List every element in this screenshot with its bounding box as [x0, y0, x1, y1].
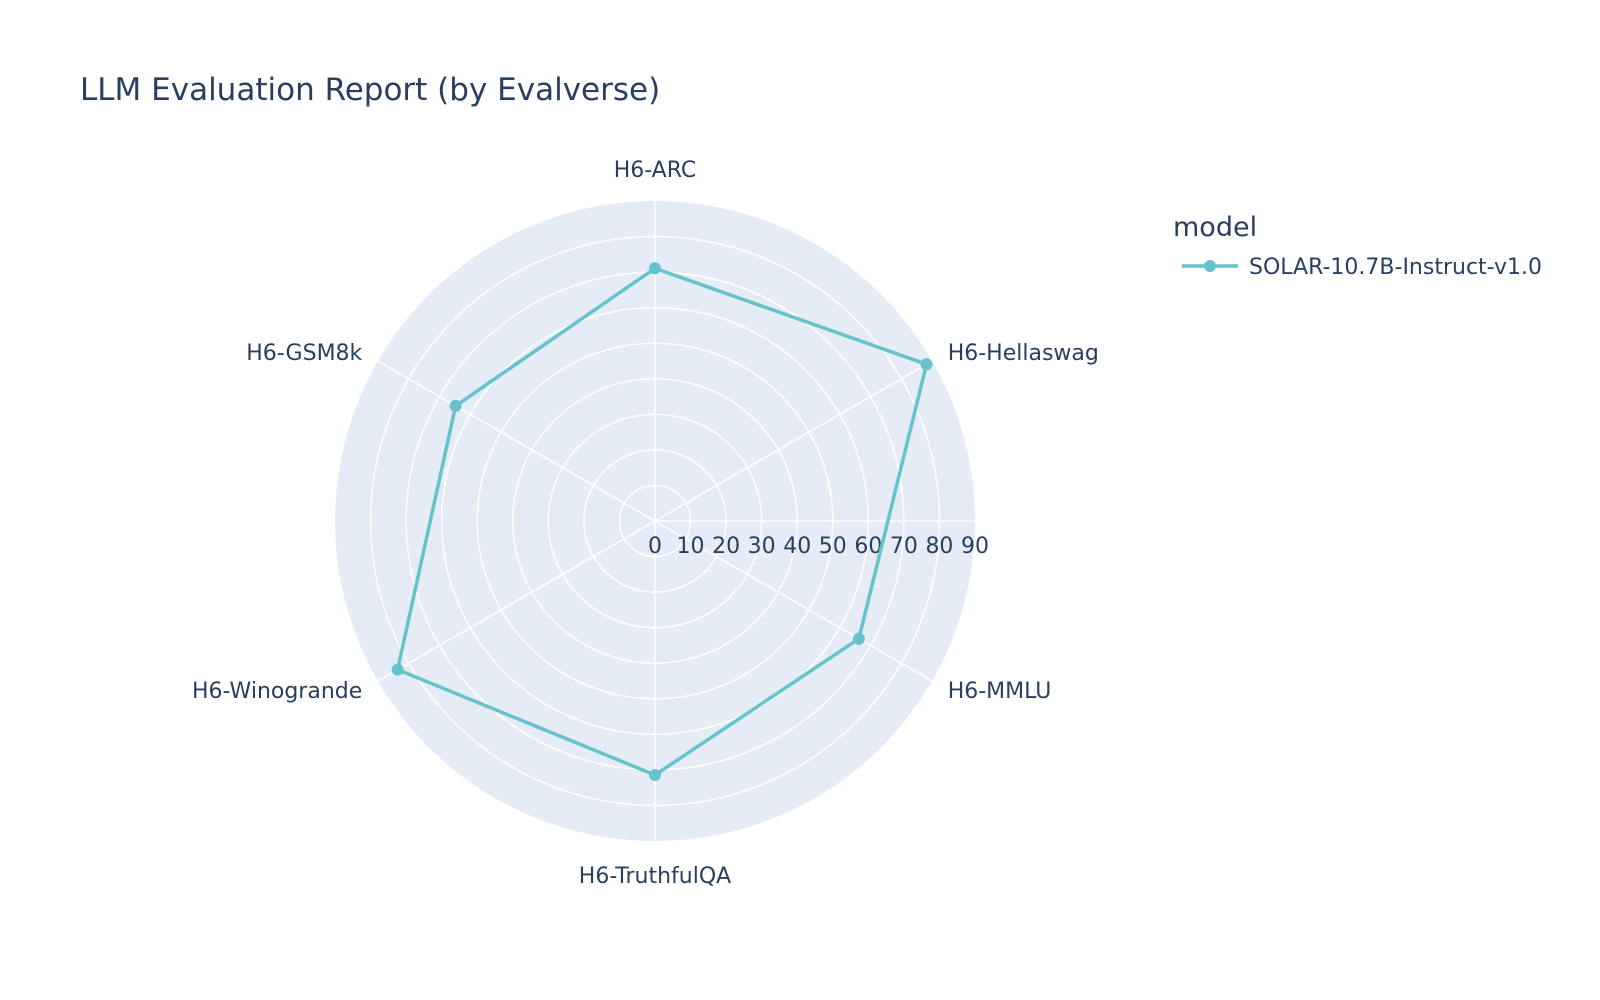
angular-axis-labels: H6-ARC H6-Hellaswag H6-MMLU H6-TruthfulQA H6…	[192, 158, 1099, 889]
radial-tick-labels: 0 10 20 30 40 50 60 70 80 90	[648, 534, 989, 559]
radial-tick-label: 40	[783, 534, 811, 559]
radial-tick-label: 30	[748, 534, 776, 559]
polar-grid	[369, 201, 975, 841]
data-point[interactable]	[449, 399, 462, 412]
category-label: H6-ARC	[614, 158, 697, 183]
radial-tick-label: 0	[648, 534, 662, 559]
radial-tick-label: 60	[854, 534, 882, 559]
legend-marker[interactable]	[1204, 260, 1216, 272]
data-point[interactable]	[391, 663, 404, 676]
radial-tick-label: 50	[819, 534, 847, 559]
radial-tick-label: 80	[925, 534, 953, 559]
series-layer	[391, 262, 933, 781]
grid-spoke	[654, 360, 933, 522]
category-label: H6-Winogrande	[192, 679, 362, 704]
radial-tick-label: 90	[961, 534, 989, 559]
legend-title: model	[1173, 212, 1257, 243]
category-label: H6-TruthfulQA	[579, 864, 731, 889]
grid-spoke	[377, 360, 656, 522]
chart-title: LLM Evaluation Report (by Evalverse)	[80, 72, 660, 108]
grid-spoke	[654, 520, 933, 682]
category-label: H6-MMLU	[948, 679, 1052, 704]
data-point[interactable]	[649, 262, 661, 275]
data-point[interactable]	[649, 768, 661, 781]
radial-tick-label: 20	[712, 534, 740, 559]
legend[interactable]: model SOLAR-10.7B-Instruct-v1.0	[1173, 212, 1542, 280]
category-label: H6-Hellaswag	[948, 341, 1099, 366]
grid-spoke	[377, 520, 656, 682]
data-point[interactable]	[920, 358, 933, 371]
data-point[interactable]	[852, 632, 865, 645]
radial-tick-label: 10	[677, 534, 705, 559]
legend-series-label[interactable]: SOLAR-10.7B-Instruct-v1.0	[1249, 255, 1542, 280]
radial-tick-label: 70	[890, 534, 918, 559]
category-label: H6-GSM8k	[246, 341, 362, 366]
